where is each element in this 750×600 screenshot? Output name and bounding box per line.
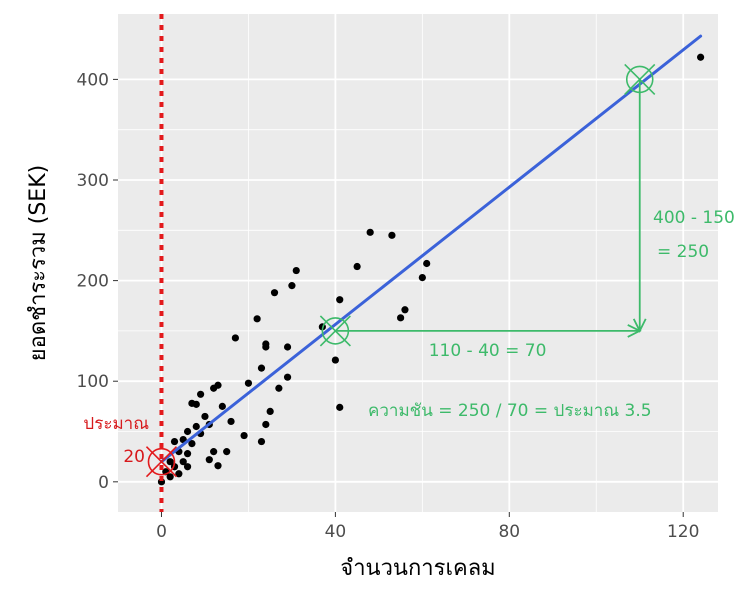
- x-axis-title: จำนวนการเคลม: [340, 556, 495, 581]
- data-point: [257, 437, 266, 446]
- marker-circle: [321, 317, 350, 345]
- data-point: [183, 450, 192, 458]
- axis-ticks: 0 40 80 120 0 100 200 300 400: [77, 70, 700, 542]
- grid-lines: [118, 14, 718, 512]
- data-point: [197, 390, 205, 398]
- data-point: [292, 266, 300, 275]
- vertical-rise-label-1: 400 - 150: [653, 208, 735, 228]
- horizontal-run-label: 110 - 40 = 70: [429, 341, 547, 361]
- data-point: [262, 343, 270, 351]
- data-point: [166, 458, 174, 466]
- data-point: [175, 470, 183, 478]
- data-point: [218, 402, 226, 410]
- regression-line: [159, 34, 703, 464]
- marker-cross: [319, 315, 351, 347]
- data-point: [257, 364, 266, 372]
- x-tick-label: 0: [156, 522, 167, 542]
- intercept-label-1: ประมาณ: [83, 414, 149, 434]
- vertical-rise-label-2: = 250: [657, 242, 709, 262]
- marker-circle: [147, 447, 176, 476]
- data-point: [170, 437, 179, 446]
- y-tick-label: 400: [77, 70, 109, 90]
- vertical-arrowhead: [632, 318, 647, 333]
- data-point: [336, 296, 344, 304]
- data-point: [183, 463, 192, 471]
- data-point: [240, 431, 248, 440]
- data-point: [697, 53, 705, 61]
- data-point: [423, 259, 431, 268]
- data-point: [166, 473, 174, 481]
- data-point: [418, 273, 426, 282]
- marker-circle: [625, 65, 654, 94]
- x-tick-label: 80: [498, 522, 520, 542]
- marker-cross: [145, 446, 178, 478]
- y-tick-label: 0: [98, 473, 109, 493]
- data-point: [401, 306, 409, 314]
- data-point: [210, 448, 218, 456]
- y-tick-label: 200: [77, 272, 109, 292]
- data-point: [253, 315, 261, 323]
- data-point: [336, 403, 344, 411]
- data-point: [192, 422, 200, 431]
- y-axis-title: ยอดชำระรวม (SEK): [26, 165, 51, 361]
- data-point: [223, 448, 231, 456]
- plot-panel: [118, 14, 718, 512]
- data-point: [201, 412, 209, 421]
- data-point: [214, 381, 222, 389]
- data-point: [331, 356, 339, 364]
- x-tick-label: 40: [325, 522, 347, 542]
- data-point: [214, 462, 222, 470]
- data-point: [388, 231, 396, 239]
- y-tick-label: 300: [77, 171, 109, 191]
- data-point: [262, 420, 270, 429]
- data-point: [366, 228, 374, 236]
- marker-cross: [624, 63, 656, 95]
- x-tick-label: 120: [667, 522, 699, 542]
- data-point: [244, 379, 253, 387]
- data-point: [283, 373, 292, 381]
- intercept-label-2: 20: [123, 447, 145, 467]
- data-point: [188, 439, 196, 448]
- data-point: [353, 262, 361, 271]
- data-point: [179, 458, 187, 466]
- slope-guides: [335, 79, 647, 338]
- highlight-markers: [145, 63, 656, 478]
- data-point: [231, 334, 239, 342]
- data-point: [266, 407, 274, 415]
- y-tick-label: 100: [77, 372, 109, 392]
- data-point: [227, 417, 235, 426]
- data-point: [275, 384, 283, 392]
- data-point: [192, 400, 200, 408]
- data-point: [397, 314, 405, 322]
- data-point: [270, 289, 279, 297]
- data-point: [183, 427, 192, 436]
- data-point: [205, 456, 213, 464]
- slope-label: ความชัน = 250 / 70 = ประมาณ 3.5: [368, 401, 652, 421]
- data-point: [288, 282, 296, 290]
- data-point: [283, 343, 292, 351]
